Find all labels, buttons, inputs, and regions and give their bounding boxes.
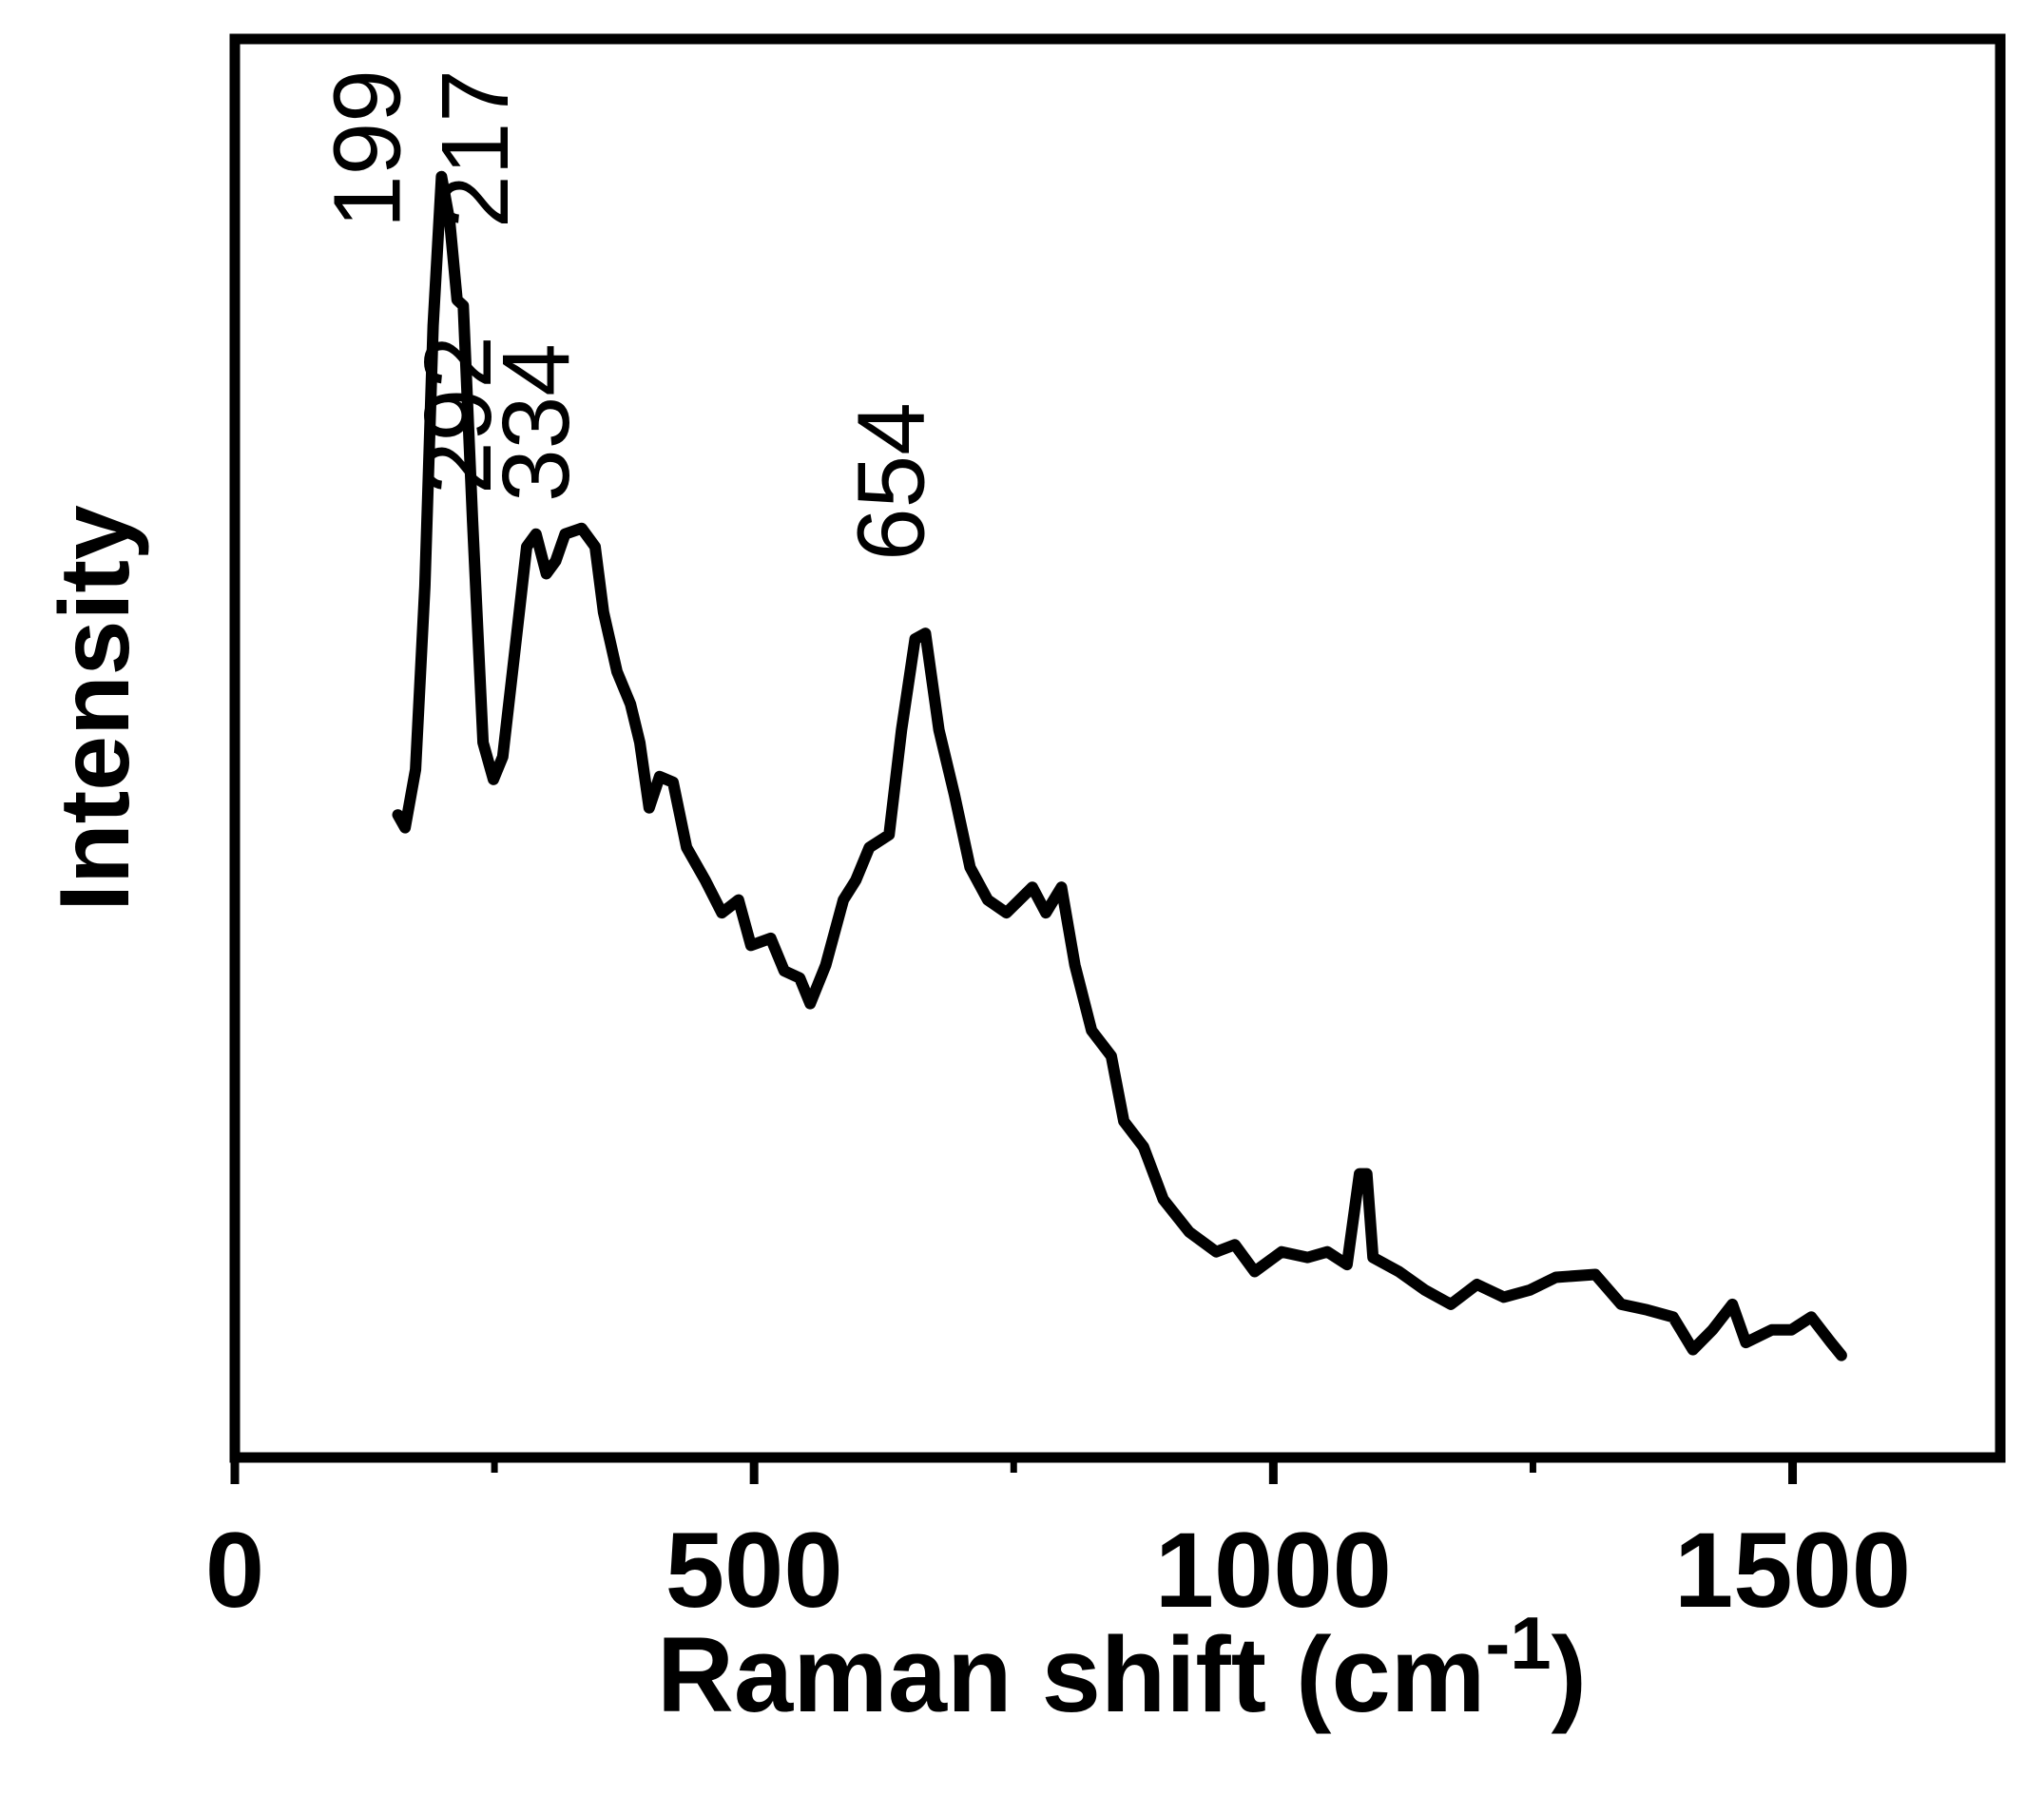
x-axis-label: Raman shift (cm-1)	[657, 1601, 1587, 1734]
x-tick-label: 500	[665, 1511, 843, 1630]
peak-label: 292	[405, 336, 511, 494]
x-tick-label: 0	[205, 1511, 264, 1630]
y-axis-label: Intensity	[40, 505, 150, 912]
x-axis-label-superscript: -1	[1485, 1601, 1551, 1685]
x-axis-label-end: )	[1552, 1615, 1587, 1734]
plot-frame	[229, 33, 2006, 1463]
x-tick-label: 1500	[1674, 1511, 1911, 1630]
spectrum-line	[392, 170, 1847, 1361]
peak-label: 334	[483, 343, 589, 502]
peak-label: 199	[314, 69, 420, 228]
peak-label: 217	[422, 69, 529, 228]
peak-label: 654	[838, 402, 944, 561]
x-axis-label-text: Raman shift (cm	[657, 1615, 1485, 1734]
x-tick-label: 1000	[1155, 1511, 1392, 1630]
